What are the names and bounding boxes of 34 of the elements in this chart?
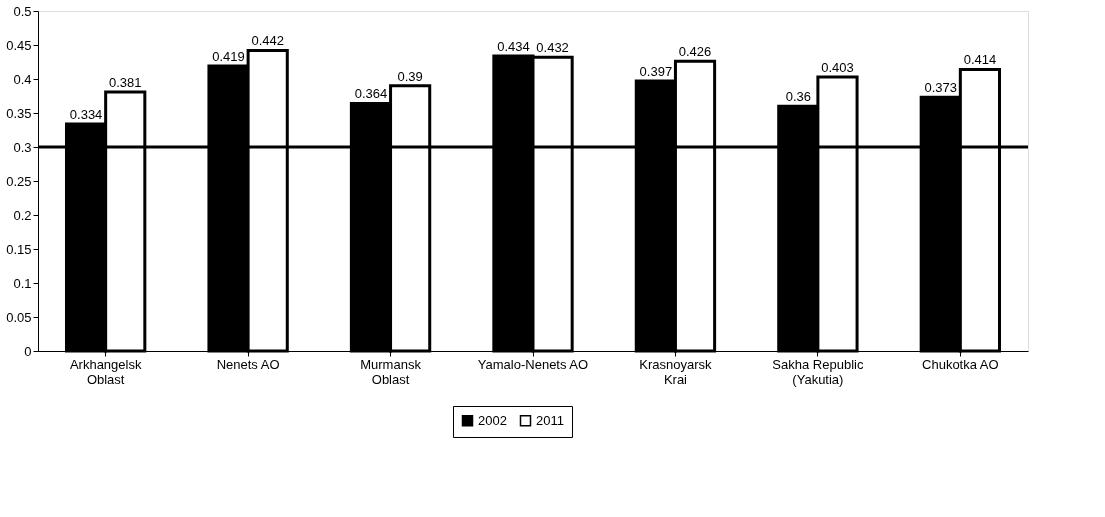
y-tick-label: 0.3 [13,139,32,155]
data-label: 0.39 [397,68,423,84]
x-tick-label: Krasnoyarsk Krai [639,356,713,387]
y-tick-label: 0.05 [6,309,32,325]
data-label: 0.432 [536,40,569,56]
x-tick-label: Arkhangelsk Oblast [69,356,142,387]
x-tick-label: Murmansk Oblast [360,356,422,387]
y-tick-label: 0.35 [6,105,32,121]
data-label: 0.419 [212,49,245,65]
data-label: 0.364 [354,86,388,102]
data-label: 0.403 [821,59,854,75]
y-tick-label: 0.45 [6,37,32,53]
legend-label: 2002 [478,412,507,428]
legend-label: 2011 [536,412,564,428]
y-tick-label: 0.5 [13,3,32,19]
data-label: 0.397 [639,64,673,80]
y-tick-label: 0.4 [13,71,32,87]
data-label: 0.381 [108,74,142,90]
data-label: 0.36 [785,89,811,105]
y-tick-label: 0 [24,343,32,359]
data-label: 0.434 [497,38,530,54]
data-label: 0.442 [251,33,284,49]
x-tick-label: Yamalo-Nenets AO [477,356,589,372]
data-label: 0.334 [69,106,103,122]
y-tick-label: 0.25 [6,173,32,189]
data-label: 0.414 [963,52,997,68]
data-label: 0.373 [924,80,958,96]
x-tick-label: Chukotka AO [922,356,999,372]
y-tick-label: 0.2 [13,207,32,223]
x-tick-label: Sakha Republic (Yakutia) [772,356,864,387]
y-tick-label: 0.15 [6,241,32,257]
y-tick-label: 0.1 [13,275,32,291]
data-label: 0.426 [678,44,712,60]
x-tick-label: Nenets AO [216,356,280,372]
